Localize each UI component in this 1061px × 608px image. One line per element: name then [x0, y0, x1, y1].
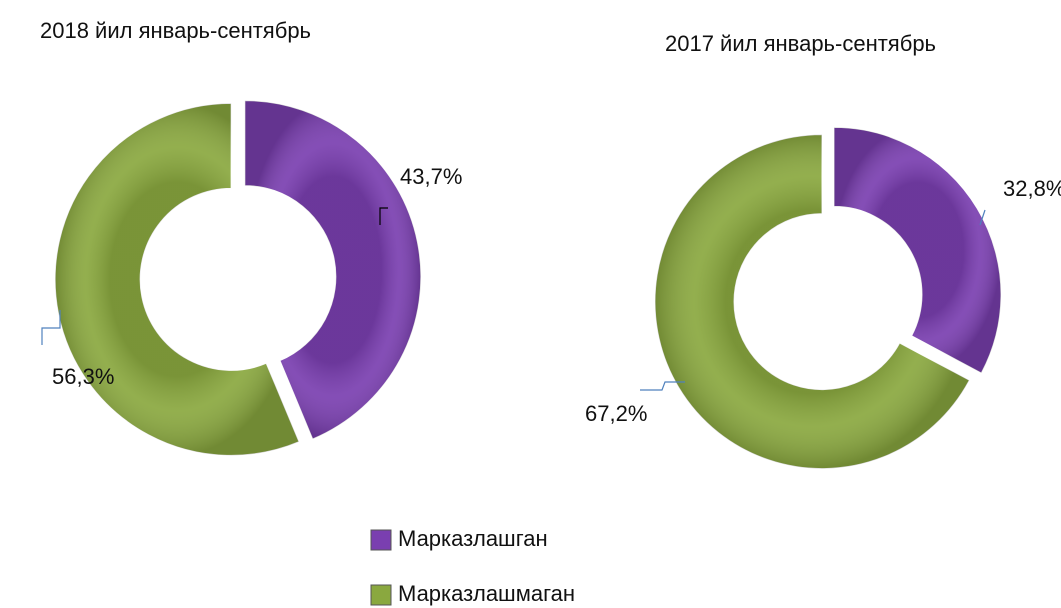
legend-label: Марказлашмаган [398, 581, 575, 606]
leader-line [979, 209, 986, 226]
leader-line [41, 310, 61, 345]
data-label: 43,7% [400, 164, 462, 189]
data-label: 32,8% [1003, 176, 1061, 201]
leader-line [379, 207, 388, 225]
legend-label: Марказлашган [398, 526, 548, 551]
chart-title: 2018 йил январь-сентябрь [40, 18, 311, 43]
data-label: 67,2% [585, 401, 647, 426]
donut-slice [833, 126, 1002, 374]
legend-swatch [370, 584, 392, 606]
leader-line [640, 381, 685, 391]
data-label: 56,3% [52, 364, 114, 389]
legend-swatch [370, 529, 392, 551]
chart-title: 2017 йил январь-сентябрь [665, 31, 936, 56]
